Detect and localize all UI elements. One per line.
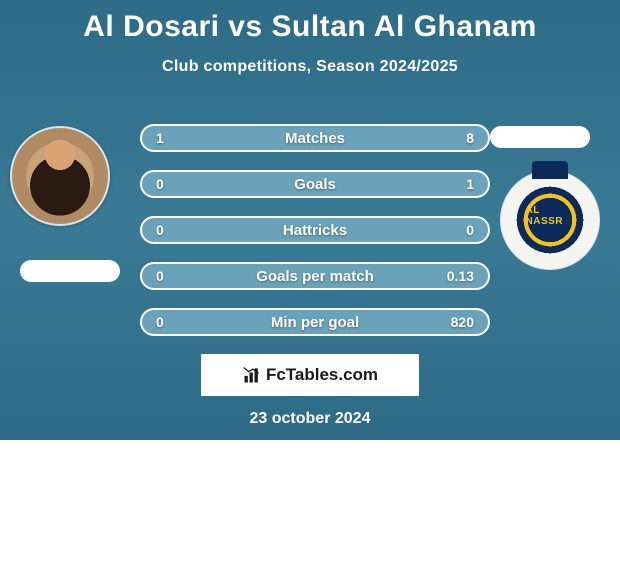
stat-right-value: 1 bbox=[466, 176, 474, 192]
stat-label: Min per goal bbox=[142, 314, 488, 331]
stat-label: Hattricks bbox=[142, 222, 488, 239]
stat-right-value: 8 bbox=[466, 130, 474, 146]
player-photo-icon bbox=[10, 126, 110, 226]
stat-row-goals: 0 Goals 1 bbox=[140, 170, 490, 198]
stat-label: Goals per match bbox=[142, 268, 488, 285]
stat-row-hattricks: 0 Hattricks 0 bbox=[140, 216, 490, 244]
player-left-club-slot bbox=[20, 260, 120, 282]
player-left-avatar bbox=[10, 126, 110, 226]
club-badge-icon: AL NASSR bbox=[500, 170, 600, 270]
stat-label: Matches bbox=[142, 130, 488, 147]
club-badge-text: AL NASSR bbox=[526, 205, 575, 227]
stat-label: Goals bbox=[142, 176, 488, 193]
stat-right-value: 820 bbox=[451, 314, 474, 330]
crown-icon bbox=[532, 161, 568, 179]
bar-chart-icon bbox=[242, 365, 262, 385]
comparison-card: Al Dosari vs Sultan Al Ghanam Club compe… bbox=[0, 0, 620, 440]
stat-row-gpm: 0 Goals per match 0.13 bbox=[140, 262, 490, 290]
watermark: FcTables.com bbox=[201, 354, 419, 396]
date-text: 23 october 2024 bbox=[0, 410, 620, 428]
player-right-club-badge: AL NASSR bbox=[500, 170, 600, 270]
page-subtitle: Club competitions, Season 2024/2025 bbox=[0, 58, 620, 76]
watermark-text: FcTables.com bbox=[266, 365, 378, 385]
stat-right-value: 0 bbox=[466, 222, 474, 238]
stats-container: 1 Matches 8 0 Goals 1 0 Hattricks 0 0 Go… bbox=[140, 124, 490, 354]
page-title: Al Dosari vs Sultan Al Ghanam bbox=[0, 10, 620, 44]
player-right-club-slot bbox=[490, 126, 590, 148]
stat-right-value: 0.13 bbox=[447, 268, 474, 284]
stat-row-mpg: 0 Min per goal 820 bbox=[140, 308, 490, 336]
stat-row-matches: 1 Matches 8 bbox=[140, 124, 490, 152]
